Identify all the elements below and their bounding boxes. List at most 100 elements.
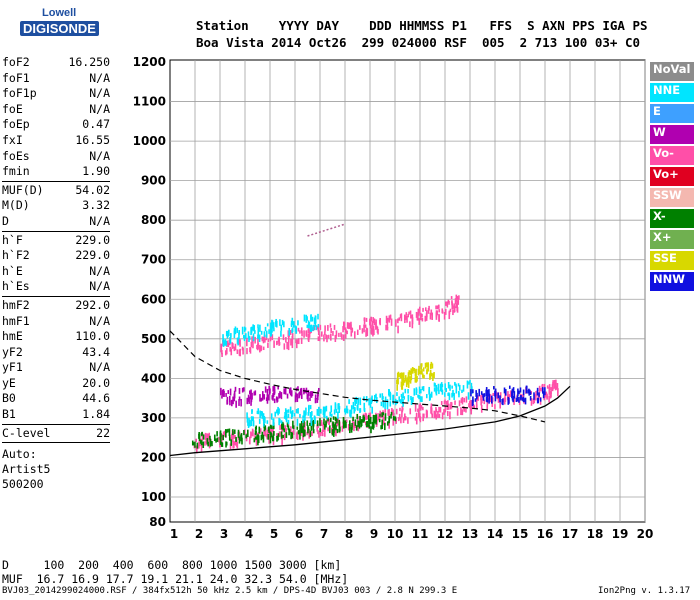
trace-point xyxy=(435,305,437,310)
trace-point xyxy=(355,425,358,431)
trace-point xyxy=(238,431,241,435)
trace-point xyxy=(219,436,222,442)
trace-point xyxy=(273,387,276,395)
trace-point xyxy=(417,394,419,398)
trace-point xyxy=(293,413,296,417)
trace-point xyxy=(438,313,440,322)
trace-point xyxy=(437,410,439,418)
param-value: 3.32 xyxy=(82,198,110,213)
trace-point xyxy=(199,439,202,444)
trace-point xyxy=(369,416,372,424)
trace-point xyxy=(419,396,422,402)
trace-point xyxy=(325,405,328,412)
trace-point xyxy=(334,335,337,343)
param-label: B1 xyxy=(2,407,16,422)
param-value: 0.47 xyxy=(82,117,110,132)
param-separator xyxy=(2,230,110,232)
trace-point xyxy=(221,442,224,447)
x-tick-label: 2 xyxy=(195,527,203,541)
trace-point xyxy=(448,311,451,320)
trace-point xyxy=(310,418,313,426)
trace-point xyxy=(433,387,436,392)
trace-point xyxy=(316,394,319,401)
trace-point xyxy=(277,433,280,437)
trace-point xyxy=(535,395,537,401)
trace-point xyxy=(327,427,329,432)
trace-point xyxy=(269,431,272,435)
trace-point xyxy=(539,387,542,391)
digisonde-logo: Lowell DIGISONDE xyxy=(2,3,99,45)
param-label: h`E xyxy=(2,263,23,278)
legend-item-ssw: SSW xyxy=(650,188,694,207)
trace-point xyxy=(290,426,292,433)
trace-point xyxy=(284,425,287,431)
trace-point xyxy=(390,411,393,416)
trace-point xyxy=(201,431,203,435)
trace-point xyxy=(342,334,345,341)
trace-point xyxy=(343,408,346,413)
trace-point xyxy=(307,412,310,416)
trace-point xyxy=(386,421,389,426)
trace-point xyxy=(465,396,468,403)
param-value: 16.55 xyxy=(75,132,110,147)
trace-point xyxy=(317,326,320,332)
trace-point xyxy=(221,352,223,357)
trace-point xyxy=(401,378,404,385)
trace-point xyxy=(276,409,278,414)
trace-point xyxy=(247,429,249,438)
trace-point xyxy=(422,413,424,422)
trace-point xyxy=(348,325,350,330)
trace-point xyxy=(355,396,358,404)
trace-point xyxy=(367,421,369,427)
trace-point xyxy=(440,382,443,388)
trace-point xyxy=(454,400,456,405)
trace-point xyxy=(543,394,546,400)
param-row: foF2 16.250 xyxy=(2,55,110,71)
trace-point xyxy=(384,413,387,421)
param-row: hmE 110.0 xyxy=(2,329,110,345)
param-label: h`F2 xyxy=(2,248,30,263)
trace-point xyxy=(451,301,453,306)
trace-point xyxy=(463,397,465,403)
trace-point xyxy=(377,413,379,421)
trace-point xyxy=(235,439,238,447)
trace-point xyxy=(272,386,274,392)
trace-point xyxy=(343,322,346,330)
trace-point xyxy=(317,336,320,342)
trace-point xyxy=(290,323,293,328)
trace-point xyxy=(291,327,294,333)
trace-point xyxy=(283,321,285,328)
trace-point xyxy=(446,301,449,308)
trace-point xyxy=(536,390,539,396)
trace-point xyxy=(255,438,258,446)
trace-point xyxy=(447,400,449,405)
trace-point xyxy=(409,378,412,384)
trace-point xyxy=(249,392,252,400)
trace-point xyxy=(400,393,403,397)
trace-point xyxy=(291,317,294,326)
trace-point xyxy=(312,421,315,427)
param-value: 20.0 xyxy=(82,375,110,390)
trace-point xyxy=(288,388,291,394)
trace-point xyxy=(386,326,389,331)
trace-point xyxy=(327,417,329,422)
trace-point xyxy=(272,322,275,329)
trace-point xyxy=(401,396,403,404)
trace-point xyxy=(453,303,455,309)
trace-point xyxy=(552,384,554,390)
trace-point xyxy=(253,325,256,332)
trace-point xyxy=(407,313,410,318)
trace-point xyxy=(503,387,506,394)
trace-point xyxy=(270,322,272,330)
trace-point xyxy=(259,394,261,402)
trace-point xyxy=(370,327,373,335)
trace-point xyxy=(253,438,256,443)
trace-point xyxy=(350,426,353,433)
trace-point xyxy=(250,326,253,333)
trace-point xyxy=(307,427,310,431)
trace-point xyxy=(541,384,544,390)
trace-point xyxy=(333,409,336,415)
trace-point xyxy=(428,390,431,395)
trace-point xyxy=(309,405,312,410)
trace-point xyxy=(202,434,205,440)
